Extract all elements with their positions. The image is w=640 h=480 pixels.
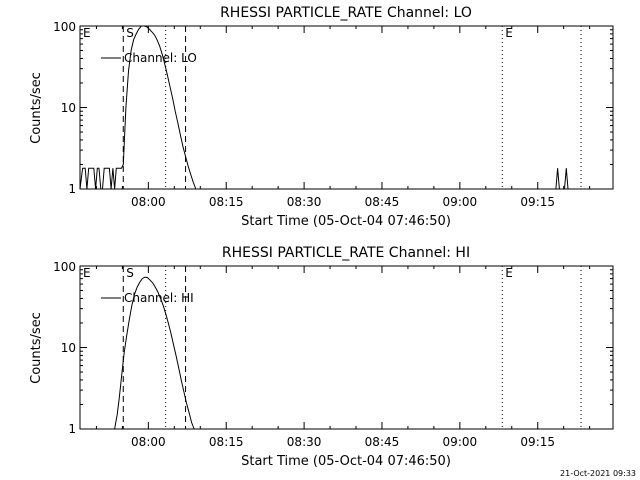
series-line-0 (80, 26, 569, 189)
x-tick-label: 08:45 (365, 195, 400, 209)
y-tick-label-1: 1 (68, 182, 76, 196)
series-line-0 (114, 276, 195, 429)
marker-labels: E S E (83, 266, 513, 280)
marker-lines (79, 266, 582, 429)
y-tick-label-10: 10 (61, 341, 76, 355)
marker-label: S (126, 26, 134, 40)
y-axis-label: Counts/sec (29, 72, 44, 144)
chart-title: RHESSI PARTICLE_RATE Channel: HI (222, 245, 470, 261)
x-tick-label: 08:30 (287, 435, 322, 449)
series-lines (114, 276, 195, 429)
marker-labels: E S E (83, 26, 513, 40)
chart-title: RHESSI PARTICLE_RATE Channel: LO (220, 5, 472, 21)
x-tick-label: 09:15 (520, 435, 555, 449)
legend-label: Channel: LO (124, 51, 197, 65)
x-tick-label: 08:30 (287, 195, 322, 209)
y-tick-label-1: 1 (68, 422, 76, 436)
x-tick-label: 08:45 (365, 435, 400, 449)
marker-label: E (83, 26, 91, 40)
series-lines (80, 26, 569, 189)
marker-label: E (83, 266, 91, 280)
lo-channel-panel: RHESSI PARTICLE_RATE Channel: LO Start T… (29, 5, 614, 229)
legend-label: Channel: HI (124, 291, 194, 305)
y-tick-label-10: 10 (61, 101, 76, 115)
y-tick-label-100: 100 (53, 20, 76, 34)
footer-timestamp: 21-Oct-2021 09:33 (560, 469, 636, 478)
x-tick-label: 08:00 (131, 435, 166, 449)
y-axis-label: Counts/sec (29, 312, 44, 384)
x-tick-label: 09:00 (443, 195, 478, 209)
marker-label: E (505, 266, 513, 280)
hi-channel-panel: RHESSI PARTICLE_RATE Channel: HI Start T… (29, 245, 614, 469)
x-tick-labels: 08:00 08:15 08:30 08:45 09:00 09:15 (131, 435, 555, 449)
x-tick-label: 08:15 (209, 195, 244, 209)
x-axis-label: Start Time (05-Oct-04 07:46:50) (241, 454, 451, 469)
tick-marks (80, 266, 613, 430)
x-tick-label: 09:00 (443, 435, 478, 449)
marker-label: S (126, 266, 134, 280)
x-tick-label: 08:00 (131, 195, 166, 209)
tick-marks (80, 26, 613, 190)
marker-label: E (505, 26, 513, 40)
y-tick-label-100: 100 (53, 260, 76, 274)
x-tick-labels: 08:00 08:15 08:30 08:45 09:00 09:15 (131, 195, 555, 209)
x-tick-label: 09:15 (520, 195, 555, 209)
x-axis-label: Start Time (05-Oct-04 07:46:50) (241, 214, 451, 229)
x-tick-label: 08:15 (209, 435, 244, 449)
